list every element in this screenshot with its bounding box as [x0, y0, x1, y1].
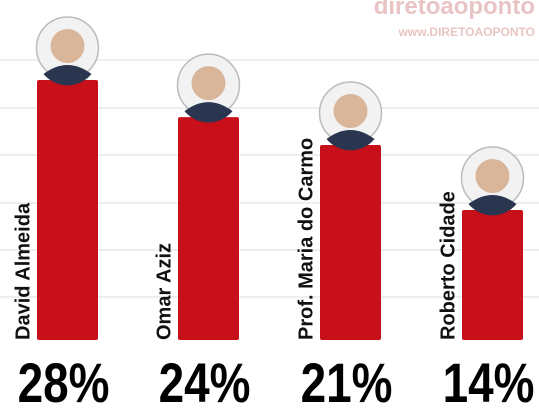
avatar-face	[50, 29, 85, 63]
watermark-url: www.DIRETOAOPONTO	[398, 25, 535, 39]
bar	[37, 80, 98, 340]
value-label: 21%	[301, 352, 393, 408]
candidate-name: Prof. Maria do Carmo	[295, 138, 317, 340]
avatar-face	[475, 159, 510, 193]
avatar-face	[191, 66, 226, 101]
value-label: 14%	[443, 352, 535, 408]
avatar-face	[333, 94, 368, 128]
value-label: 28%	[18, 352, 110, 408]
bar	[462, 210, 523, 340]
watermark: diretoaoponto	[374, 0, 535, 20]
bar	[178, 117, 239, 341]
candidate-name: David Almeida	[12, 202, 34, 340]
candidate-name: Omar Aziz	[153, 243, 175, 340]
value-label: 24%	[159, 352, 251, 408]
bar	[320, 145, 381, 340]
avatar-shirt	[43, 65, 92, 86]
avatar-shirt	[184, 102, 233, 123]
candidate-name: Roberto Cidade	[437, 191, 459, 340]
avatar-shirt	[326, 130, 375, 151]
avatar-shirt	[468, 195, 517, 216]
